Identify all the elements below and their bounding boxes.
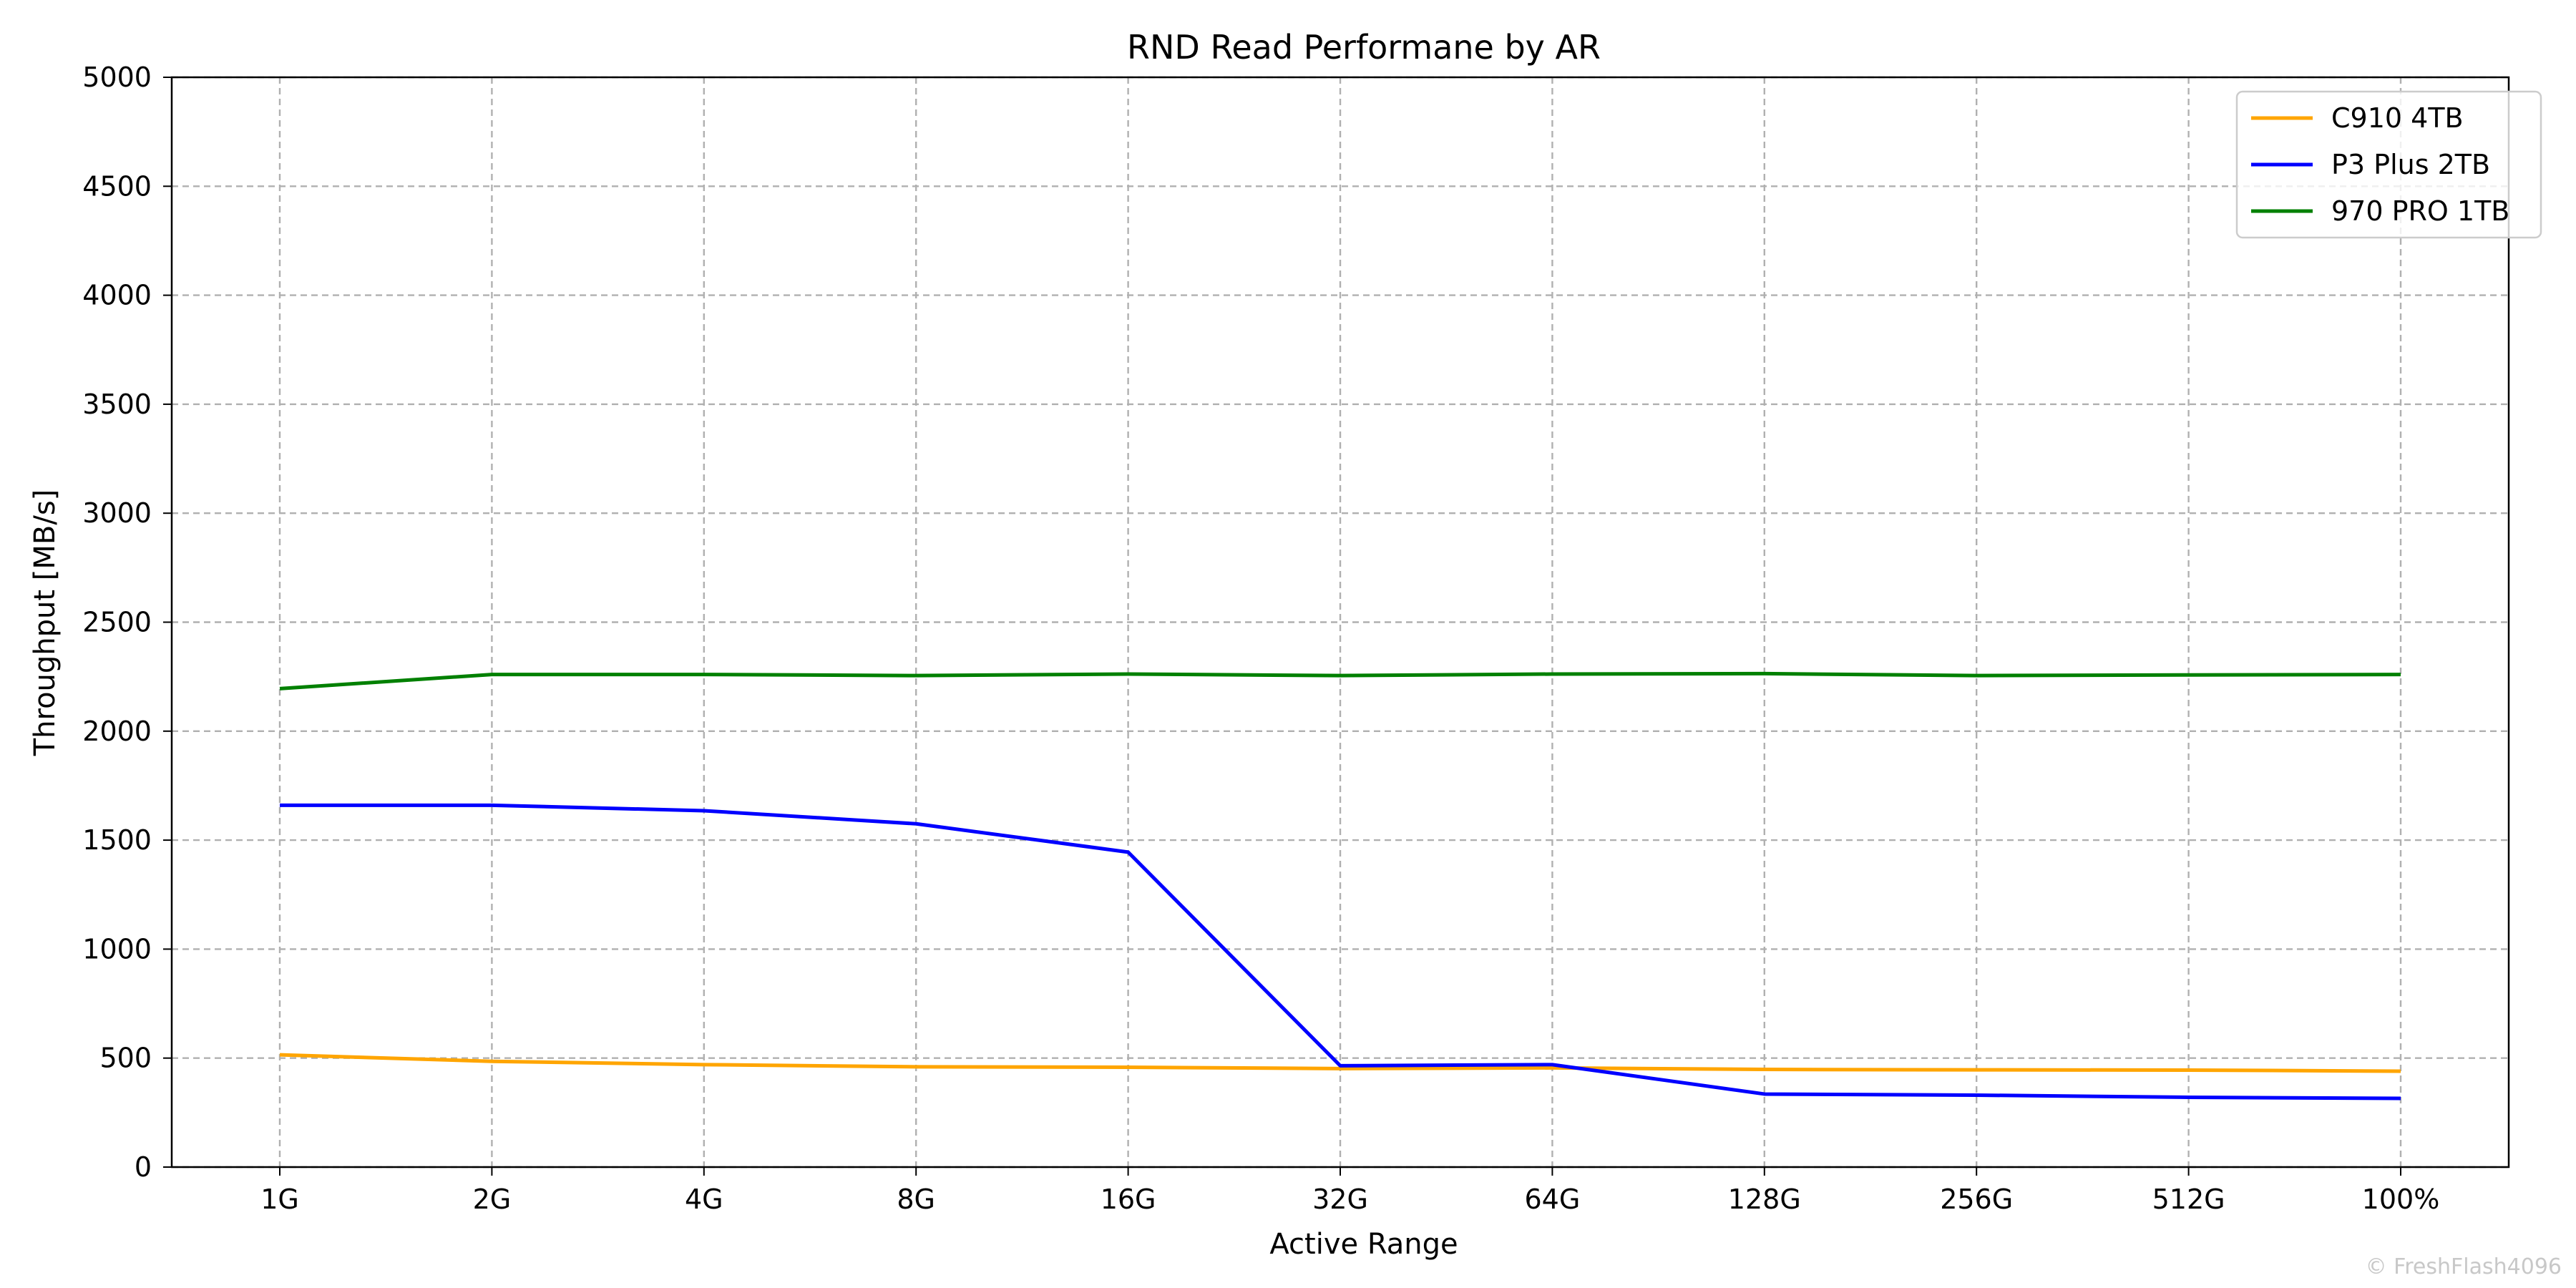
x-tick-label: 64G (1524, 1184, 1580, 1215)
x-axis: 1G 2G 4G 8G 16G 32G 64G 128G 256G 512G 100% (260, 1167, 2439, 1215)
chart-title: RND Read Performane by AR (1127, 28, 1601, 67)
grid-lines (172, 76, 2509, 1169)
x-axis-label: Active Range (1269, 1228, 1458, 1261)
watermark: © FreshFlash4096 (2366, 1254, 2562, 1279)
x-tick-label: 256G (1940, 1184, 2013, 1215)
y-tick-label: 1000 (82, 933, 152, 965)
legend-box (2235, 90, 2542, 239)
legend-label: 970 PRO 1TB (2331, 195, 2509, 227)
x-tick-label: 128G (1728, 1184, 1801, 1215)
y-tick-label: 5000 (82, 62, 152, 93)
x-tick-label: 100% (2362, 1184, 2440, 1215)
series-line-970-pro-1tb (279, 671, 2401, 691)
y-tick-label: 4500 (82, 170, 152, 202)
y-axis: 0 500 1000 1500 2000 2500 3000 3500 4000 4500 5000 (82, 62, 172, 1183)
legend-label: P3 Plus 2TB (2331, 149, 2490, 180)
y-tick-label: 500 (99, 1043, 152, 1074)
x-tick-label: 1G (260, 1184, 299, 1215)
y-tick-label: 3000 (82, 497, 152, 529)
series-line-p3-plus-2tb (280, 803, 2401, 1101)
y-axis-label: Throughput [MB/s] (29, 489, 62, 757)
y-tick-label: 0 (135, 1151, 152, 1183)
x-tick-label: 32G (1312, 1184, 1368, 1215)
x-tick-label: 512G (2152, 1184, 2225, 1215)
x-tick-label: 4G (685, 1184, 723, 1215)
y-tick-label: 2500 (82, 607, 152, 638)
x-tick-label: 8G (897, 1184, 935, 1215)
y-tick-label: 3500 (82, 389, 152, 420)
x-tick-label: 16G (1101, 1184, 1156, 1215)
y-tick-label: 1500 (82, 824, 152, 856)
legend: C910 4TB P3 Plus 2TB 970 PRO 1TB (2235, 90, 2542, 239)
y-tick-label: 4000 (82, 280, 152, 311)
legend-label: C910 4TB (2331, 102, 2464, 134)
series-line-c910-4tb (279, 1053, 2401, 1073)
y-tick-label: 2000 (82, 716, 152, 747)
x-tick-label: 2G (473, 1184, 512, 1215)
series-layer (279, 671, 2401, 1101)
